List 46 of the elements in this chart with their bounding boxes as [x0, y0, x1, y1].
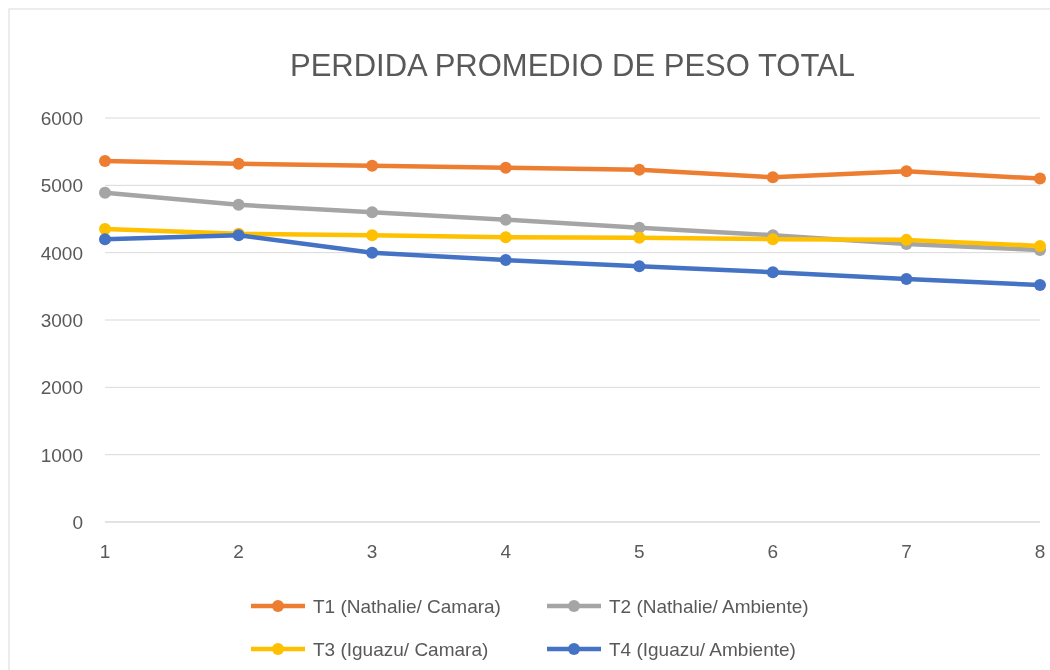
point — [366, 206, 379, 219]
point — [766, 171, 779, 184]
point — [900, 272, 913, 285]
point — [1034, 172, 1046, 185]
legend-label: T2 (Nathalie/ Ambiente) — [609, 596, 809, 617]
y-tick-label: 0 — [72, 512, 83, 533]
point — [1034, 239, 1046, 252]
x-tick-label: 3 — [366, 541, 378, 562]
y-tick-label: 5000 — [40, 175, 83, 197]
legend-label: T3 (Iguazu/ Camara) — [313, 639, 489, 660]
point — [366, 229, 379, 242]
point — [99, 155, 111, 168]
x-tick-label: 6 — [767, 541, 779, 562]
y-tick-label: 1000 — [40, 444, 83, 466]
x-tick-label: 5 — [634, 541, 645, 562]
y-tick-label: 2000 — [40, 377, 83, 399]
point — [766, 266, 779, 279]
point — [633, 163, 646, 176]
y-tick-label: 4000 — [40, 242, 83, 264]
point — [499, 231, 512, 244]
point — [633, 260, 646, 273]
point — [99, 186, 111, 199]
point — [900, 233, 913, 246]
point — [366, 159, 379, 172]
point — [499, 213, 512, 226]
legend-label: T4 (Iguazu/ Ambiente) — [609, 639, 796, 660]
point — [366, 246, 379, 259]
y-tick-label: 3000 — [40, 310, 83, 331]
point — [766, 233, 779, 246]
point — [232, 157, 245, 170]
x-tick-label: 4 — [500, 541, 512, 562]
x-tick-label: 7 — [901, 541, 912, 562]
chart-title: PERDIDA PROMEDIO DE PESO TOTAL — [289, 48, 856, 83]
y-tick-label: 6000 — [40, 108, 83, 129]
legend-label: T1 (Nathalie/ Camara) — [313, 596, 501, 617]
point — [499, 254, 512, 267]
x-tick-label: 1 — [99, 541, 111, 562]
point — [1034, 278, 1046, 291]
point — [232, 198, 245, 211]
point — [633, 221, 646, 234]
point — [633, 231, 646, 244]
x-tick-label: 8 — [1034, 541, 1046, 562]
x-tick-label: 2 — [233, 541, 244, 562]
point — [499, 161, 512, 174]
point — [900, 165, 913, 178]
point — [99, 233, 111, 246]
